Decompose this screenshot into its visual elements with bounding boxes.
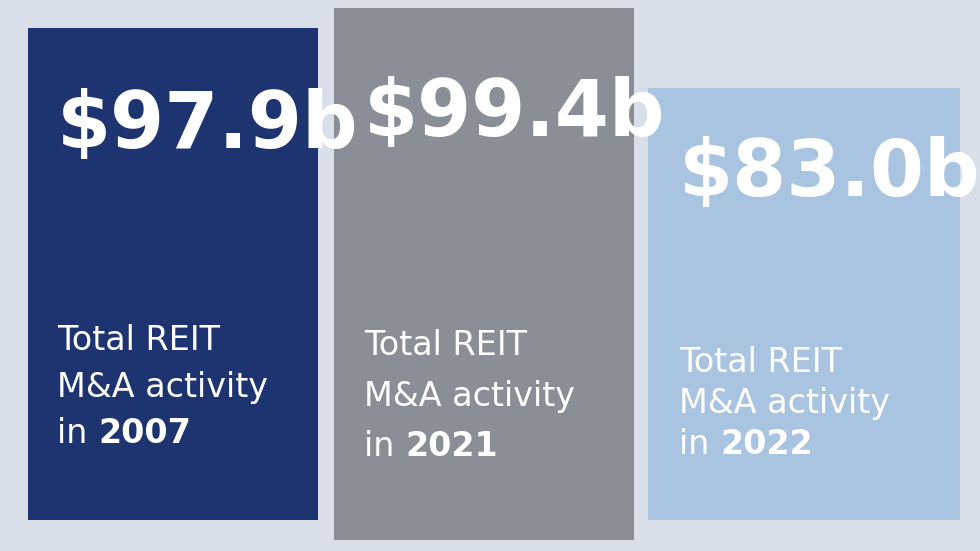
Bar xyxy=(648,88,960,520)
Text: M&A activity: M&A activity xyxy=(679,387,890,420)
Text: $99.4b: $99.4b xyxy=(364,77,665,153)
Text: 2021: 2021 xyxy=(405,430,498,463)
Text: M&A activity: M&A activity xyxy=(364,380,575,413)
Text: in: in xyxy=(364,430,405,463)
Text: 2007: 2007 xyxy=(98,418,191,450)
Bar xyxy=(28,28,318,520)
Text: M&A activity: M&A activity xyxy=(57,371,268,404)
Text: in: in xyxy=(57,418,98,450)
Text: 2022: 2022 xyxy=(720,428,812,461)
Text: Total REIT: Total REIT xyxy=(364,329,527,363)
Bar xyxy=(334,8,634,540)
Text: Total REIT: Total REIT xyxy=(679,346,842,379)
Text: $97.9b: $97.9b xyxy=(57,88,359,164)
Text: in: in xyxy=(679,428,720,461)
Text: Total REIT: Total REIT xyxy=(57,324,220,357)
Text: $83.0b: $83.0b xyxy=(679,137,980,212)
